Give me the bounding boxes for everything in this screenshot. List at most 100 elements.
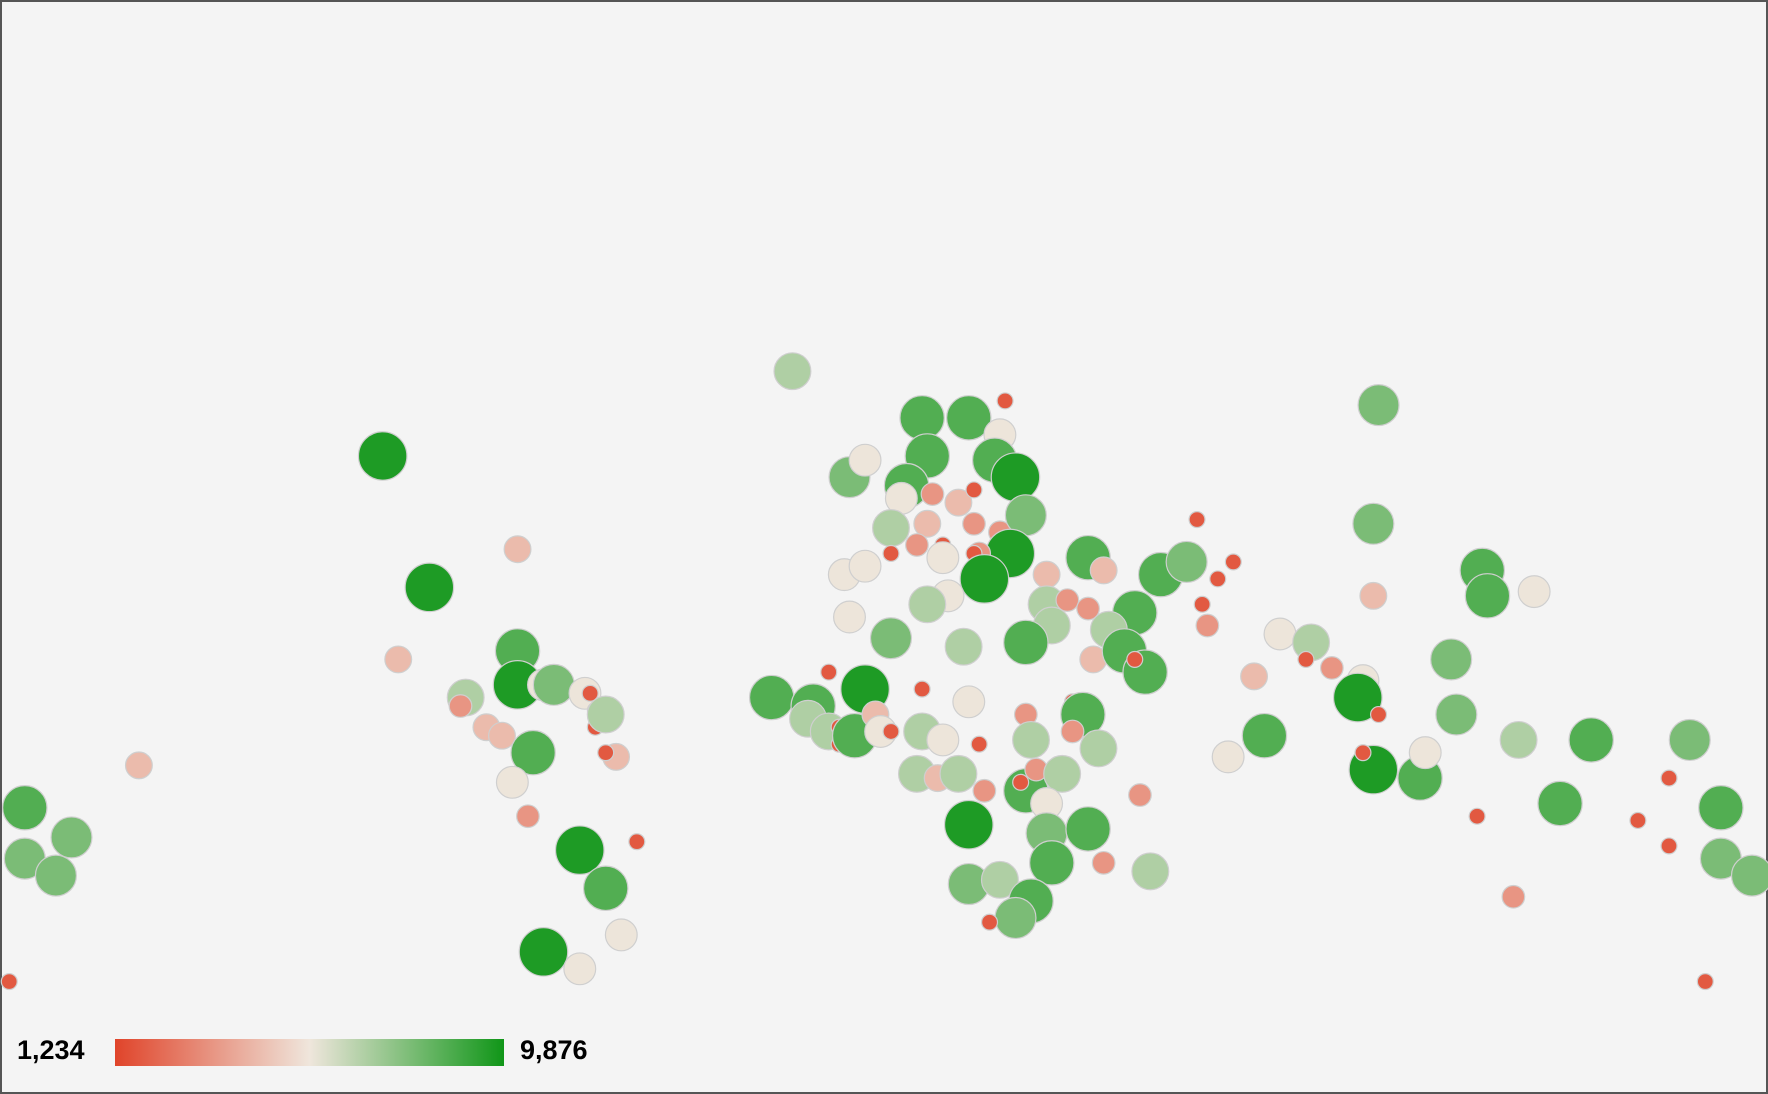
- marker: [1568, 717, 1614, 763]
- marker: [959, 554, 1010, 604]
- marker: [926, 723, 960, 757]
- marker: [1468, 807, 1486, 825]
- marker: [586, 695, 625, 734]
- marker: [1537, 780, 1583, 827]
- marker: [1131, 852, 1170, 891]
- marker: [994, 896, 1037, 940]
- marker: [1091, 850, 1116, 875]
- marker: [926, 541, 960, 575]
- marker: [1240, 662, 1269, 691]
- marker: [748, 674, 795, 721]
- marker: [581, 684, 599, 702]
- marker: [488, 721, 516, 750]
- marker: [1079, 729, 1118, 768]
- marker: [1435, 693, 1478, 736]
- marker: [510, 729, 556, 776]
- marker: [972, 778, 997, 803]
- marker: [872, 509, 910, 548]
- marker: [1332, 672, 1383, 723]
- marker: [582, 865, 629, 912]
- marker: [1126, 650, 1144, 668]
- marker: [970, 735, 988, 753]
- marker: [905, 533, 929, 557]
- marker: [1193, 595, 1211, 613]
- marker: [597, 744, 615, 762]
- marker: [1357, 384, 1400, 427]
- marker: [1209, 570, 1227, 588]
- marker: [404, 562, 455, 613]
- marker: [773, 352, 812, 391]
- legend-max-label: 9,876: [520, 1035, 588, 1065]
- marker: [1224, 553, 1242, 571]
- marker: [495, 765, 529, 799]
- marker: [944, 488, 973, 517]
- marker: [503, 535, 532, 564]
- color-legend: [115, 1039, 504, 1066]
- marker: [882, 722, 900, 741]
- marker: [1517, 575, 1551, 609]
- marker: [980, 913, 999, 931]
- marker: [1012, 720, 1051, 759]
- marker: [943, 799, 994, 850]
- marker: [532, 663, 575, 706]
- marker: [563, 952, 597, 986]
- marker: [1660, 769, 1678, 787]
- marker: [357, 431, 408, 481]
- marker: [996, 392, 1014, 410]
- marker: [1032, 560, 1061, 589]
- marker: [882, 544, 900, 562]
- marker: [952, 685, 986, 719]
- marker: [848, 443, 882, 477]
- marker: [939, 754, 978, 793]
- marker: [50, 816, 93, 859]
- marker: [1698, 785, 1744, 831]
- marker: [833, 600, 866, 634]
- marker: [1089, 556, 1118, 585]
- marker: [1660, 837, 1678, 855]
- marker: [1297, 650, 1315, 668]
- marker: [913, 680, 931, 698]
- marker: [1060, 719, 1085, 744]
- marker: [0, 972, 18, 991]
- marker: [1241, 712, 1288, 759]
- marker: [980, 860, 1019, 899]
- marker: [1369, 705, 1388, 724]
- marker: [1464, 573, 1511, 619]
- marker: [1263, 617, 1297, 651]
- marker: [2, 785, 48, 831]
- marker: [848, 549, 882, 583]
- marker: [1188, 510, 1206, 529]
- marker: [1499, 720, 1538, 759]
- marker: [820, 663, 838, 681]
- marker: [908, 585, 947, 624]
- marker: [1629, 811, 1647, 830]
- marker: [1668, 718, 1711, 762]
- marker: [920, 482, 945, 507]
- marker: [869, 617, 913, 660]
- marker: [1730, 854, 1768, 897]
- marker: [1430, 638, 1473, 681]
- marker: [1359, 581, 1388, 610]
- marker: [1065, 806, 1111, 852]
- markers: [0, 352, 1768, 991]
- marker: [1354, 744, 1372, 762]
- marker: [1029, 840, 1075, 886]
- marker: [1408, 736, 1442, 770]
- marker: [899, 395, 945, 441]
- marker: [1352, 502, 1395, 545]
- marker: [990, 452, 1041, 502]
- marker: [1012, 773, 1030, 791]
- marker: [1003, 619, 1049, 666]
- marker: [962, 511, 986, 536]
- marker: [1055, 588, 1080, 612]
- marker: [1195, 613, 1220, 638]
- marker: [1696, 972, 1714, 991]
- marker: [34, 854, 77, 897]
- marker: [1211, 740, 1245, 774]
- marker: [628, 833, 646, 851]
- marker: [1501, 884, 1526, 909]
- marker: [946, 395, 992, 441]
- marker: [516, 804, 540, 829]
